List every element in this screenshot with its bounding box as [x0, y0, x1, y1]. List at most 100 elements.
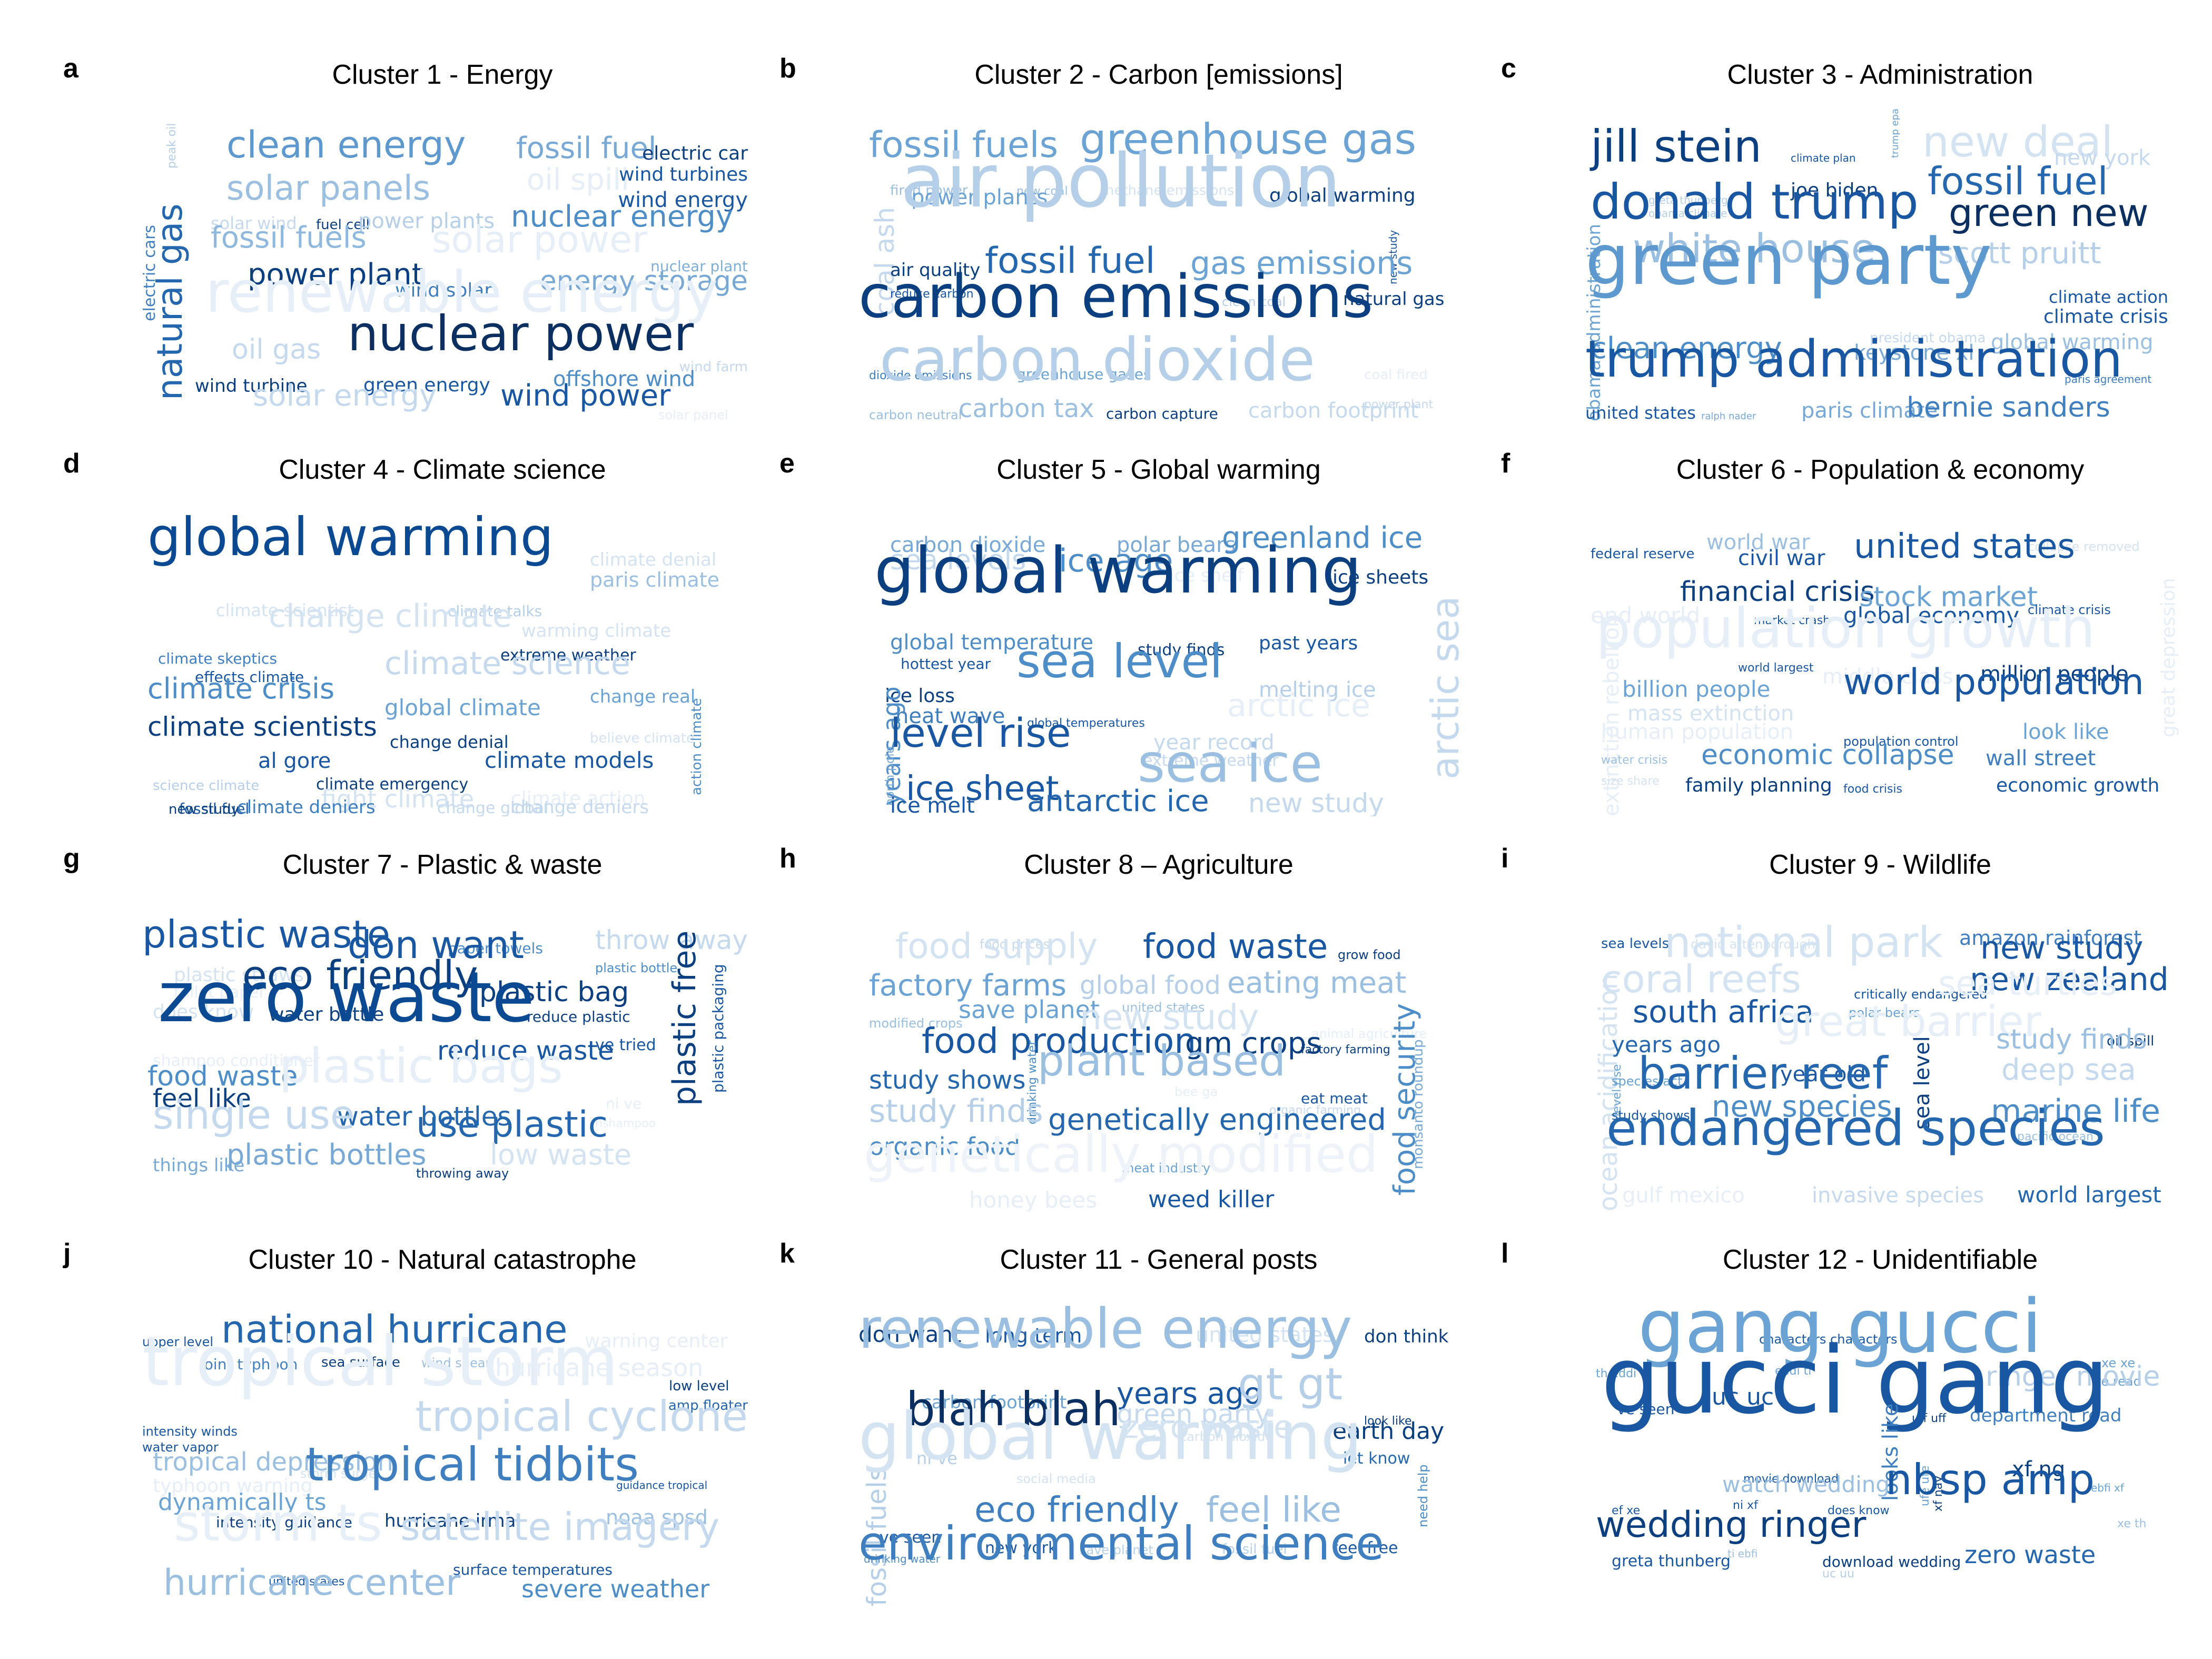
cloud-word: honey bees [969, 1187, 1098, 1211]
cloud-word: green new [1949, 191, 2149, 235]
cloud-word: new species [1712, 1090, 1892, 1124]
cloud-word: president obama [1870, 330, 1986, 346]
cloud-word: long term [985, 1324, 1082, 1347]
cloud-word: food supply [895, 926, 1098, 966]
cloud-word: water bottle [269, 1004, 384, 1025]
cloud-word: oil spill [2107, 1033, 2155, 1049]
cloud-word: climate scientist [216, 600, 354, 620]
cloud-word: fossil fuel [179, 800, 250, 816]
cloud-word: warning center [585, 1330, 728, 1352]
panel-letter: l [1501, 1238, 1509, 1269]
cloud-word: reduce plastic [527, 1008, 630, 1025]
cloud-word: ice loss [885, 685, 955, 707]
panel-title: Cluster 7 - Plastic & waste [282, 850, 603, 880]
cloud-word: ve seen [1617, 1400, 1675, 1418]
cloud-word: organic farming [1269, 1104, 1361, 1117]
cloud-word: new york [2054, 146, 2151, 170]
cloud-word: carbon footprint [922, 1392, 1067, 1413]
cloud-word: food waste [147, 1061, 298, 1092]
cloud-word: nshampoo [595, 1117, 656, 1130]
cloud-word: end world [1591, 603, 1701, 628]
cloud-word: gang gucci [1638, 1290, 2042, 1370]
cloud-word: carbon capture [1106, 405, 1218, 421]
cloud-word: storm ts [174, 1494, 382, 1553]
panel-title: Cluster 2 - Carbon [emissions] [974, 60, 1343, 90]
cloud-word: tropical storm [142, 1321, 619, 1401]
cloud-word: oil gas [232, 334, 321, 366]
cloud-word: ringer movie [1986, 1361, 2160, 1393]
panel-title: Cluster 3 - Administration [1727, 60, 2033, 90]
cloud-word: nuclear energy [511, 200, 734, 234]
cloud-word: nuclear power [348, 305, 694, 362]
cloud-word: ni ve [916, 1448, 957, 1468]
cloud-word: civil war [1738, 546, 1825, 570]
cloud-word: upper level [142, 1335, 214, 1349]
cloud-word: gulf mexico [1622, 1183, 1745, 1208]
cloud-word: greenhouse gases [1016, 366, 1151, 383]
cloud-word: joint typhoon [200, 1356, 298, 1373]
cloud-word: world largest [1738, 661, 1814, 675]
cloud-word: modified crops [869, 1016, 963, 1031]
cloud-word: don want [858, 1321, 962, 1347]
cloud-word: scott pruitt [1938, 236, 2101, 271]
cloud-word: fired power [890, 183, 968, 199]
cloud-word: paper towels [448, 940, 543, 957]
cloud-word: carbon dioxide [880, 326, 1316, 394]
cloud-word: ni ve [606, 1095, 642, 1112]
cloud-word: nuclear plant [650, 258, 748, 275]
cloud-word: sea levels [1601, 936, 1670, 952]
cloud-word: change deniers [511, 797, 649, 816]
cloud-word: hurricane center [163, 1562, 461, 1604]
cloud-word: power plants [911, 185, 1048, 210]
cloud-word: species act [1612, 1074, 1683, 1089]
cloud-word: financial crisis [1680, 576, 1875, 608]
cloud-word: world population [1843, 661, 2144, 703]
cloud-word: bee ga [1174, 1084, 1218, 1099]
cloud-word: white house [1633, 225, 1876, 272]
cloud-word: greta thunberg [1612, 1552, 1731, 1571]
cloud-word: climate models [485, 747, 654, 773]
cloud-word: ebfi xf [2091, 1482, 2124, 1494]
cloud-word: eco friendly [242, 952, 478, 999]
cloud-word: uff uff [1912, 1412, 1947, 1425]
panel-title: Cluster 12 - Unidentifiable [1722, 1245, 2038, 1275]
cloud-word: extreme weather [1143, 752, 1279, 770]
cloud-word: power plant [1364, 398, 1434, 411]
cloud-word: plastic free [666, 930, 703, 1106]
cloud-word: te read [2096, 1374, 2141, 1389]
cloud-word: sea level [1016, 634, 1223, 688]
word-cloud: food prices food supply food waste grow foo… [858, 895, 1464, 1211]
panel-title: Cluster 4 - Climate science [279, 455, 606, 485]
cloud-word: greenhouse gas [1080, 115, 1417, 164]
cloud-word: guidance tropical [616, 1479, 708, 1492]
cloud-word: new study [1248, 788, 1384, 816]
cloud-word: low waste [490, 1138, 632, 1171]
cloud-word: climate deniers [237, 797, 376, 816]
cloud-word: energy storage [539, 265, 748, 297]
cloud-word: plastic straws [174, 964, 304, 986]
cloud-word: gucci gang [1601, 1327, 2109, 1435]
cloud-word: ice sheet [906, 769, 1059, 808]
cloud-word: look like [2022, 720, 2109, 744]
cloud-word: fossil fuel [1928, 159, 2108, 203]
cloud-word: food production [922, 1021, 1197, 1061]
word-cloud: federal reserve world war collapse removed… [1580, 500, 2186, 816]
cloud-word: sea turtles [1938, 964, 2117, 1003]
cloud-word: gt gt [1238, 1358, 1343, 1410]
cloud-word: climate action [2049, 287, 2169, 307]
cloud-word: wall street [1986, 746, 2096, 771]
cloud-word: antarctic ice [1027, 784, 1209, 816]
cloud-word: reduce waste [437, 1035, 614, 1066]
panel-title: Cluster 8 – Agriculture [1024, 850, 1293, 880]
cloud-word: water crisis [1601, 754, 1667, 767]
cloud-word: oil spill [527, 163, 629, 197]
cloud-word: eat meat [1301, 1090, 1368, 1107]
cloud-word: united states [1122, 1000, 1205, 1015]
panel-title: Cluster 6 - Population & economy [1676, 455, 2085, 485]
cloud-word: climate crisis [2028, 603, 2111, 617]
cloud-word: wedding ringer [1596, 1504, 1867, 1546]
cloud-word: green party [1585, 220, 1992, 301]
cloud-word: wind solar [395, 280, 492, 301]
cloud-word: endangered species [1606, 1100, 2105, 1157]
cloud-word: don think [1364, 1326, 1449, 1347]
